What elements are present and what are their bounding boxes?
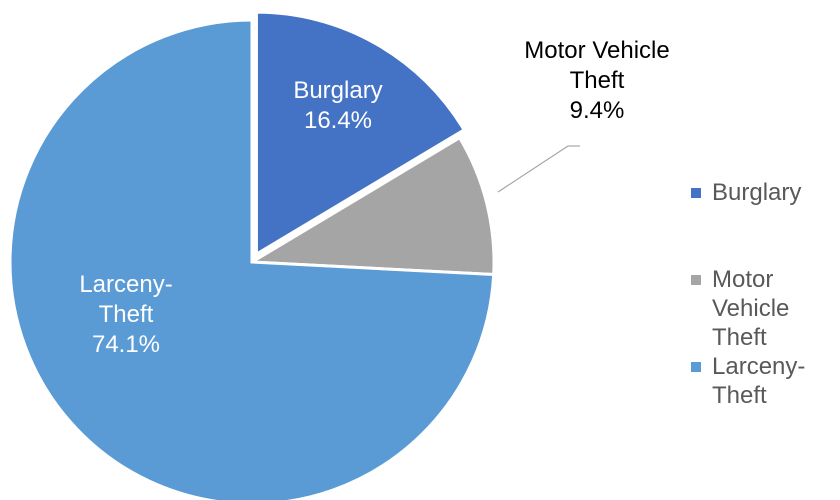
legend-item-burglary: Burglary xyxy=(688,178,838,207)
legend-swatch-burglary xyxy=(691,188,701,198)
legend-label-line: Vehicle xyxy=(712,295,790,322)
legend-label-larceny-theft: Larceny- Theft xyxy=(712,352,838,410)
data-label-line: Motor Vehicle xyxy=(524,37,669,64)
data-label-burglary: Burglary 16.4% xyxy=(293,77,382,134)
legend-label-line: Burglary xyxy=(712,179,802,206)
pie-slice-larceny-theft xyxy=(8,18,496,500)
legend-item-larceny-theft: Larceny- Theft xyxy=(688,352,838,410)
pie-data-labels: Burglary 16.4% Motor Vehicle Theft 9.4% Larce… xyxy=(79,37,669,358)
pie-slice-burglary xyxy=(254,10,467,257)
data-label-line: Theft xyxy=(99,301,154,328)
motor-vehicle-leader-line xyxy=(497,145,569,193)
legend-label-line: Larceny- xyxy=(712,353,806,380)
legend-label-line: Motor xyxy=(712,266,774,293)
data-label-line: Larceny- xyxy=(79,271,172,298)
legend-label-motor-vehicle-theft: Motor Vehicle Theft xyxy=(712,265,838,352)
data-label-larceny-theft: Larceny- Theft 74.1% xyxy=(79,271,172,358)
legend: Burglary Motor Vehicle Theft Larceny- Th… xyxy=(688,178,838,410)
data-label-line: Burglary xyxy=(293,77,382,104)
legend-label-burglary: Burglary xyxy=(712,178,838,207)
legend-label-line: Theft xyxy=(712,324,767,351)
data-label-line: 16.4% xyxy=(304,107,372,134)
data-label-line: Theft xyxy=(570,67,625,94)
legend-item-motor-vehicle-theft: Motor Vehicle Theft xyxy=(688,265,838,352)
legend-swatch-larceny-theft xyxy=(691,362,701,372)
legend-swatch-motor-vehicle-theft xyxy=(691,275,701,285)
data-label-line: 74.1% xyxy=(92,331,160,358)
data-label-motor-vehicle-theft: Motor Vehicle Theft 9.4% xyxy=(524,37,669,124)
data-label-line: 9.4% xyxy=(570,97,625,124)
pie-slice-motor-vehicle-theft xyxy=(247,135,496,277)
legend-label-line: Theft xyxy=(712,382,767,409)
pie-slices xyxy=(8,10,496,500)
